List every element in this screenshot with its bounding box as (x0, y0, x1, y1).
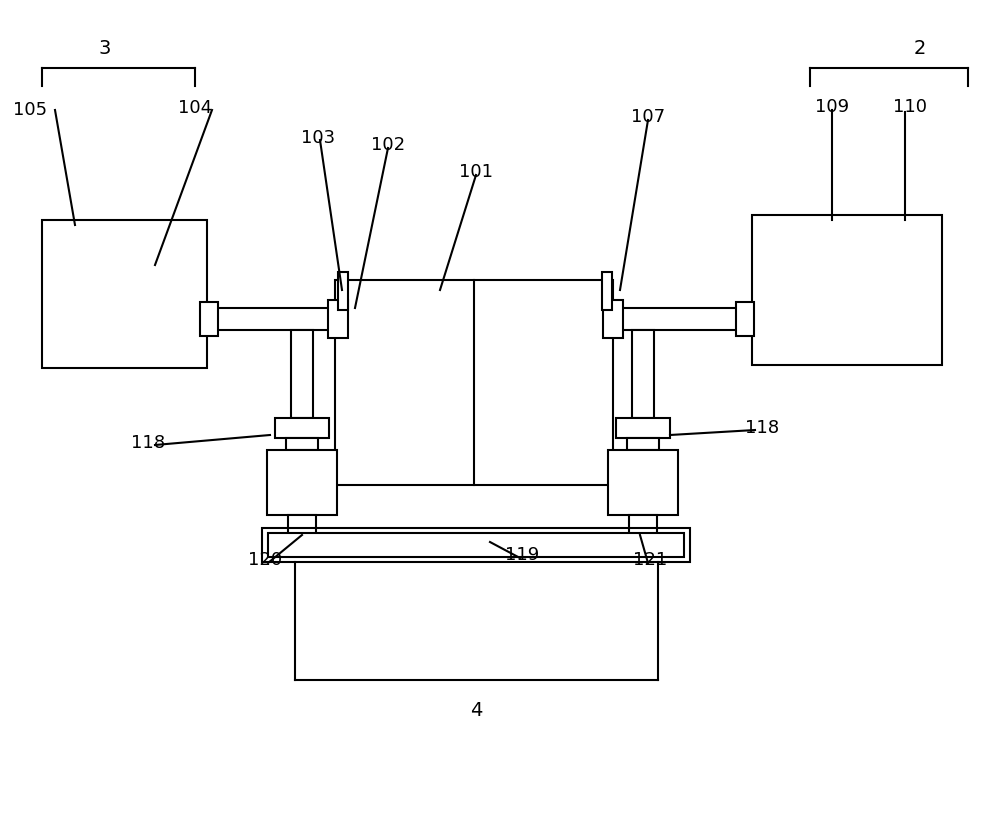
Bar (200, 302, 218, 336)
Bar (291, 330, 313, 418)
Text: 101: 101 (459, 163, 493, 181)
Text: 119: 119 (505, 546, 539, 564)
Text: 103: 103 (301, 129, 335, 147)
Text: 120: 120 (248, 551, 282, 569)
Bar (613, 308, 745, 330)
Bar (288, 515, 316, 535)
Text: 3: 3 (99, 38, 111, 58)
Text: 4: 4 (470, 701, 482, 720)
Bar (286, 438, 318, 450)
Bar (42, 220, 207, 368)
Bar (629, 515, 657, 535)
Text: 105: 105 (13, 101, 47, 119)
Bar (328, 300, 348, 338)
Bar (616, 418, 670, 438)
Text: 107: 107 (631, 108, 665, 126)
Bar (275, 418, 329, 438)
Bar (603, 300, 623, 338)
Bar (268, 533, 684, 557)
Bar (602, 272, 612, 310)
Bar (736, 302, 754, 336)
Bar (608, 450, 678, 515)
Text: 121: 121 (633, 551, 667, 569)
Text: 118: 118 (745, 419, 779, 437)
Bar (262, 528, 690, 562)
Bar (335, 280, 613, 485)
Bar (627, 438, 659, 450)
Text: 102: 102 (371, 136, 405, 154)
Bar (207, 308, 339, 330)
Bar (752, 215, 942, 365)
Bar (267, 450, 337, 515)
Text: 104: 104 (178, 99, 212, 117)
Bar (338, 272, 348, 310)
Text: 110: 110 (893, 98, 927, 116)
Text: 109: 109 (815, 98, 849, 116)
Bar (632, 330, 654, 418)
Text: 118: 118 (131, 434, 165, 452)
Text: 2: 2 (914, 38, 926, 58)
